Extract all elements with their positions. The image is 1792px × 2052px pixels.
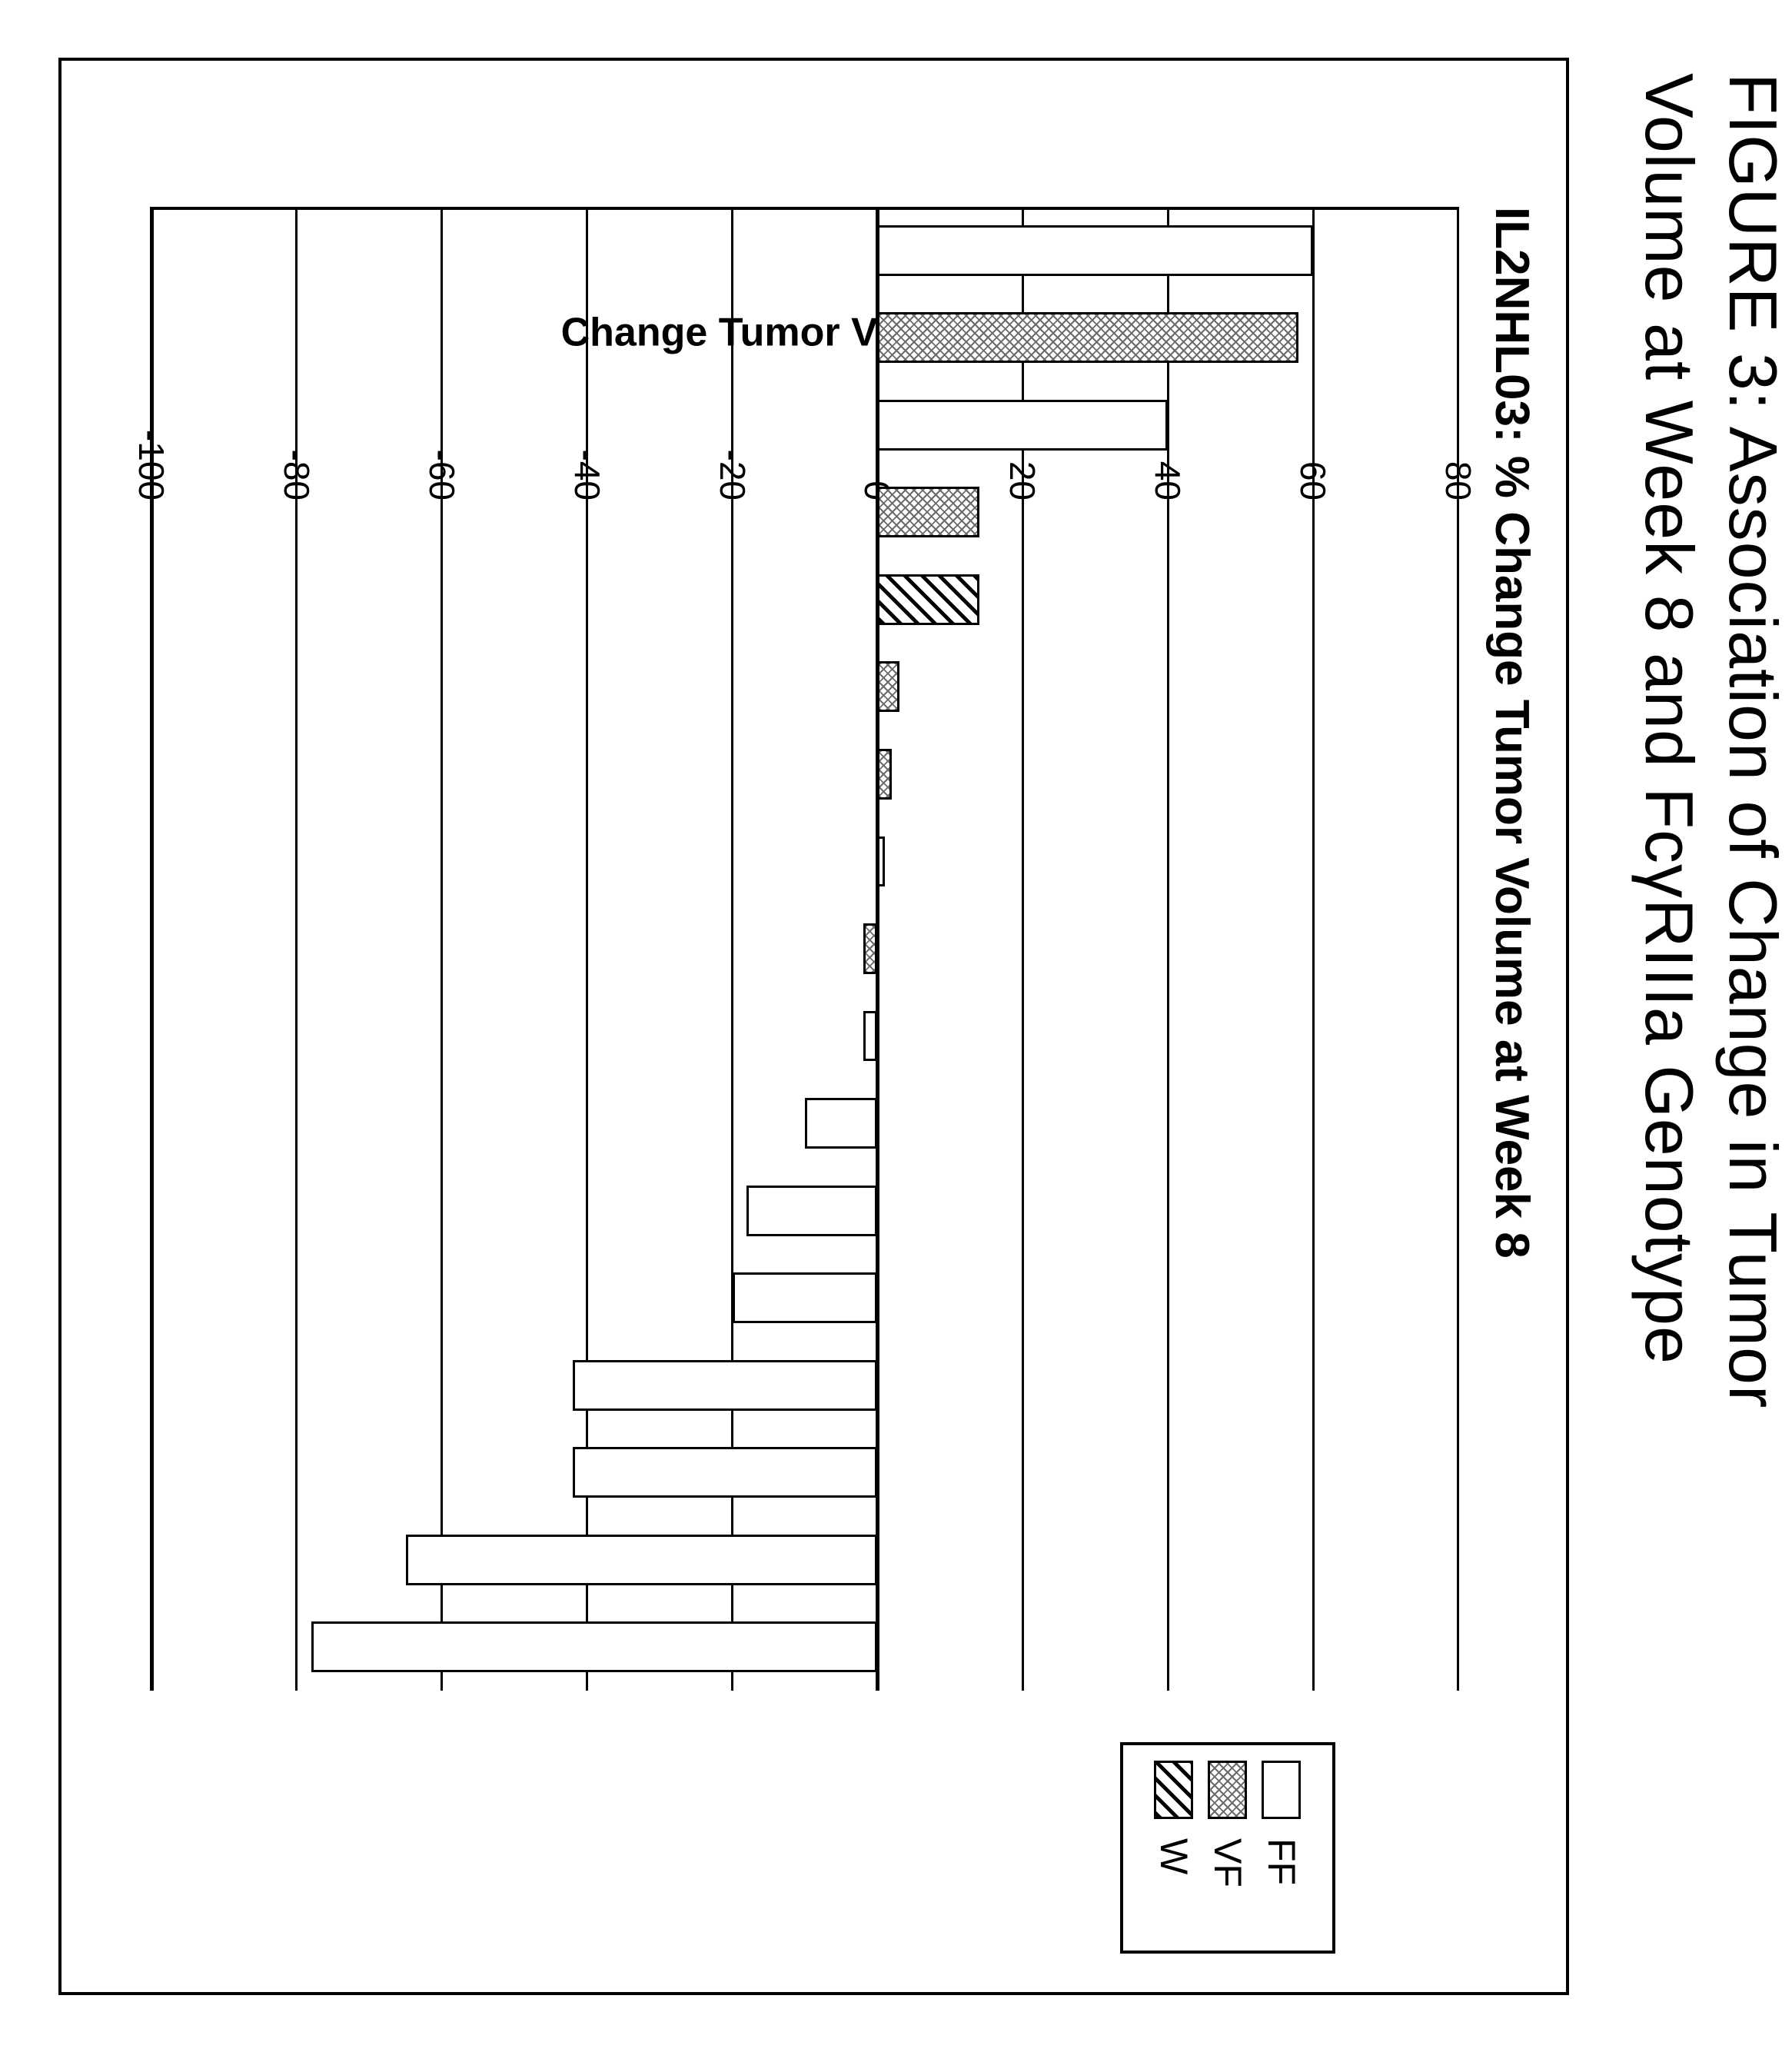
bar [877,749,892,800]
legend-row-w: W [1152,1761,1196,1935]
legend-row-vf: VF [1205,1761,1250,1935]
gridline [1458,207,1460,1691]
chart-panel: IL2NHL03: % Change Tumor Volume at Week … [58,58,1569,1995]
gridline [441,207,443,1691]
bar [877,836,884,887]
legend-label-vf: VF [1205,1838,1250,1887]
legend-label-ff: FF [1259,1838,1304,1885]
bar [877,661,899,712]
bar [805,1098,877,1149]
chart-title: IL2NHL03: % Change Tumor Volume at Week … [1484,207,1539,1259]
gridline [1312,207,1315,1691]
figure-title-line2: Volume at Week 8 and FcγRIIIa Genotype [1631,73,1708,2052]
bar [746,1186,877,1236]
bar [877,400,1168,451]
plot-area [151,207,1458,1691]
page: FIGURE 3: Association of Change in Tumor… [0,0,1792,2052]
figure-title-line1: FIGURE 3: Association of Change in Tumor [1714,73,1792,2052]
bar [573,1447,878,1498]
legend-swatch-vf [1209,1761,1248,1819]
bar [733,1272,878,1323]
legend-row-ff: FF [1259,1761,1304,1935]
legend-swatch-w [1155,1761,1194,1819]
bar [406,1535,878,1585]
bar [863,1011,878,1062]
bar [877,225,1313,276]
bar [573,1360,878,1411]
legend-swatch-ff [1262,1761,1302,1819]
bar [311,1621,878,1672]
bar [877,574,979,625]
bar [877,487,979,537]
gridline [295,207,298,1691]
bar [877,312,1298,363]
bar [863,923,878,974]
legend: FF VF W [1120,1742,1335,1954]
gridline [151,207,153,1691]
legend-label-w: W [1152,1838,1196,1874]
rotated-content: FIGURE 3: Association of Change in Tumor… [0,0,1792,2052]
